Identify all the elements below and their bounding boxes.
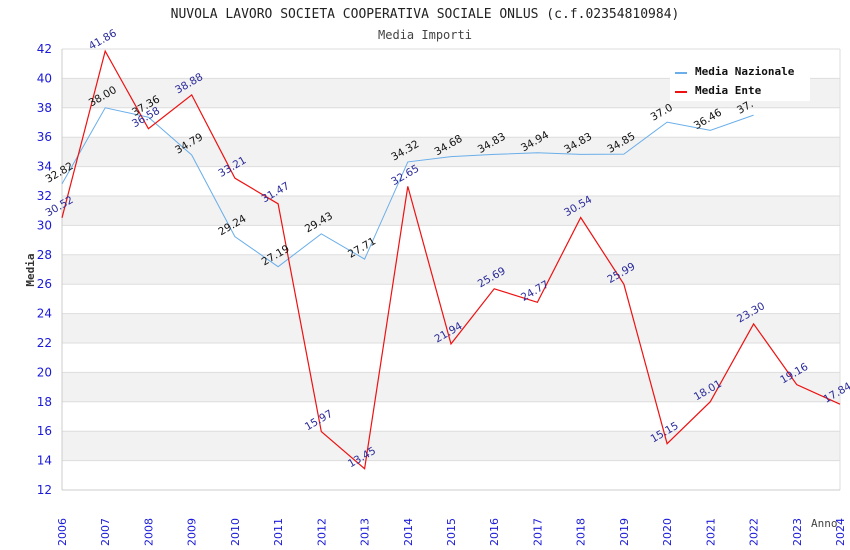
x-tick-label: 2021 [704, 518, 717, 546]
y-tick-label: 28 [37, 248, 52, 262]
y-tick-label: 20 [37, 365, 52, 379]
x-axis-label: Anno [811, 517, 838, 530]
y-tick-label: 16 [37, 424, 52, 438]
x-tick-label: 2017 [531, 518, 544, 546]
y-tick-label: 36 [37, 130, 52, 144]
plot-background-bands [62, 78, 840, 461]
y-tick-label: 18 [37, 395, 52, 409]
x-tick-label: 2011 [272, 518, 285, 546]
y-tick-label: 34 [37, 160, 52, 174]
grid-band [62, 372, 840, 402]
x-axis-ticks: 2006 2007 2008 2009 2010 2011 2012 2013 2014 2015… [56, 518, 847, 546]
x-tick-label: 2012 [315, 518, 328, 546]
x-tick-label: 2018 [575, 518, 588, 546]
y-tick-label: 40 [37, 71, 52, 85]
y-tick-label: 26 [37, 277, 52, 291]
y-axis-label: Media [24, 253, 37, 286]
series-line-media-ente [61, 49, 841, 470]
legend-box [670, 62, 810, 101]
x-tick-label: 2020 [661, 518, 674, 546]
chart-subtitle: Media Importi [378, 28, 472, 42]
x-tick-label: 2009 [186, 518, 199, 546]
legend-label-media-ente: Media Ente [695, 84, 762, 97]
x-tick-label: 2006 [56, 518, 69, 546]
series-line-media-nazionale [61, 107, 754, 268]
gridlines [61, 48, 841, 491]
legend: Media Nazionale Media Ente [670, 62, 810, 101]
y-tick-label: 32 [37, 189, 52, 203]
x-tick-label: 2007 [99, 518, 112, 546]
x-tick-label: 2013 [359, 518, 372, 546]
x-tick-label: 2023 [791, 518, 804, 546]
x-tick-label: 2008 [142, 518, 155, 546]
y-tick-label: 12 [37, 483, 52, 497]
data-label-media-nazionale: 36.46 [692, 106, 724, 132]
y-tick-label: 22 [37, 336, 52, 350]
grid-band [62, 313, 840, 343]
y-axis-ticks: 12 14 16 18 20 22 24 26 28 30 32 34 36 38 40 42 [37, 42, 52, 497]
data-label-media-ente: 15.97 [303, 408, 335, 433]
x-tick-label: 2015 [445, 518, 458, 546]
x-tick-label: 2024 [834, 518, 847, 546]
grid-band [62, 431, 840, 461]
legend-label-media-nazionale: Media Nazionale [695, 65, 795, 78]
x-tick-label: 2019 [618, 518, 631, 546]
y-tick-label: 42 [37, 42, 52, 56]
chart-title: NUVOLA LAVORO SOCIETA COOPERATIVA SOCIAL… [171, 7, 680, 22]
y-tick-label: 24 [37, 307, 52, 321]
x-tick-label: 2016 [488, 518, 501, 546]
grid-band [62, 196, 840, 226]
grid-band [62, 254, 840, 285]
y-tick-label: 30 [37, 218, 52, 232]
y-tick-label: 38 [37, 101, 52, 115]
series-lines [61, 49, 841, 470]
grid-band [62, 137, 840, 167]
x-tick-label: 2010 [229, 518, 242, 546]
x-tick-label: 2022 [748, 518, 761, 546]
x-tick-label: 2014 [402, 518, 415, 546]
y-tick-label: 14 [37, 454, 52, 468]
